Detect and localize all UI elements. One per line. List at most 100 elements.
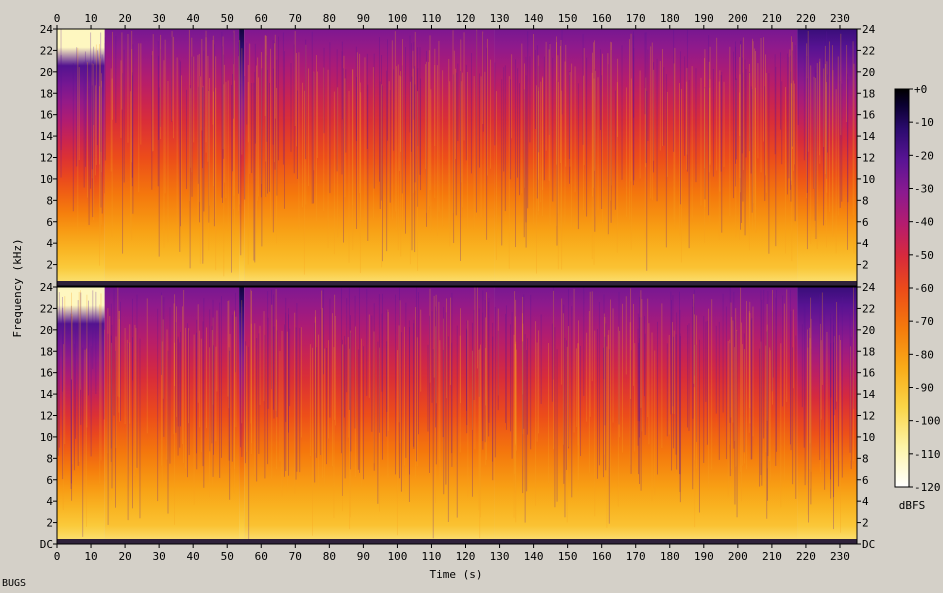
transient-streak: [832, 70, 834, 232]
transient-streak: [633, 35, 635, 118]
transient-streak: [607, 64, 609, 235]
transient-streak: [78, 67, 80, 161]
transient-streak: [809, 327, 811, 470]
transient-streak: [521, 313, 523, 466]
transient-streak: [582, 34, 584, 145]
transient-streak: [673, 29, 675, 152]
transient-streak: [95, 291, 97, 394]
transient-streak: [757, 63, 759, 159]
transient-streak: [412, 68, 414, 194]
transient-streak: [675, 334, 677, 455]
transient-streak: [254, 43, 256, 144]
transient-streak: [824, 307, 826, 490]
transient-streak: [276, 330, 278, 418]
transient-streak: [466, 72, 468, 228]
transient-streak: [552, 57, 554, 202]
transient-streak: [386, 70, 388, 252]
transient-streak: [739, 57, 741, 136]
transient-streak: [57, 324, 59, 456]
transient-streak: [718, 321, 720, 460]
transient-streak: [157, 41, 159, 187]
transient-streak: [792, 309, 794, 389]
transient-streak: [755, 87, 757, 233]
transient-streak: [436, 65, 438, 236]
transient-streak: [806, 78, 808, 250]
transient-streak: [736, 329, 738, 467]
transient-streak: [131, 30, 133, 163]
transient-streak: [608, 349, 610, 524]
transient-streak: [785, 87, 787, 254]
transient-streak: [807, 30, 809, 152]
y-tick-label-right: 24: [862, 23, 876, 36]
transient-streak: [261, 52, 262, 184]
y-tick-label: 4: [46, 237, 53, 250]
transient-streak: [435, 294, 437, 404]
transient-streak: [479, 348, 481, 539]
transient-streak: [490, 59, 492, 169]
transient-streak: [211, 329, 213, 485]
transient-streak: [598, 302, 600, 466]
transient-streak: [193, 334, 195, 505]
transient-streak: [721, 71, 723, 233]
y-tick-label-right: 12: [862, 152, 875, 165]
transient-streak: [704, 49, 706, 208]
transient-streak: [492, 336, 494, 481]
transient-streak: [94, 85, 96, 176]
transient-streak: [591, 72, 593, 260]
transient-streak: [847, 73, 848, 250]
transient-streak: [240, 84, 242, 256]
x-tick-label: 0: [54, 550, 61, 563]
transient-streak: [617, 58, 619, 137]
transient-streak: [405, 302, 407, 458]
transient-streak: [368, 314, 370, 398]
transient-streak: [177, 338, 179, 456]
transient-streak: [419, 47, 421, 175]
transient-streak: [199, 76, 200, 223]
x-axis-label: Time (s): [430, 568, 483, 581]
transient-streak: [284, 51, 285, 209]
transient-streak: [838, 308, 839, 487]
transient-streak: [211, 326, 213, 444]
transient-streak: [749, 72, 751, 229]
transient-streak: [641, 299, 643, 432]
transient-streak: [651, 332, 653, 502]
transient-streak: [229, 333, 231, 469]
transient-streak: [460, 39, 462, 215]
transient-streak: [241, 300, 243, 424]
transient-streak: [732, 320, 734, 423]
transient-streak: [223, 84, 225, 277]
transient-streak: [173, 36, 174, 139]
transient-streak: [735, 308, 737, 467]
transient-streak: [610, 299, 612, 493]
transient-streak: [474, 287, 476, 450]
transient-streak: [511, 54, 513, 139]
transient-streak: [731, 316, 733, 470]
transient-streak: [688, 79, 690, 249]
transient-streak: [457, 63, 459, 142]
transient-streak: [715, 325, 717, 414]
transient-streak: [573, 288, 575, 433]
transient-streak: [100, 58, 102, 236]
x-tick-label: 160: [592, 550, 612, 563]
y-tick-label-right: 16: [862, 367, 875, 380]
transient-streak: [140, 43, 142, 145]
transient-streak: [113, 288, 115, 416]
transient-streak: [356, 76, 357, 229]
x-tick-label-top: 60: [255, 12, 268, 25]
colorbar-tick-label: -120: [914, 481, 941, 494]
transient-streak: [414, 84, 416, 183]
transient-streak: [536, 45, 538, 199]
transient-streak: [274, 43, 275, 163]
transient-streak: [645, 77, 647, 168]
transient-streak: [622, 303, 623, 453]
transient-streak: [694, 344, 696, 528]
transient-streak: [173, 303, 175, 435]
transient-streak: [129, 91, 131, 234]
transient-streak: [733, 51, 734, 199]
transient-streak: [417, 68, 419, 147]
transient-streak: [672, 322, 673, 414]
transient-streak: [847, 78, 849, 203]
transient-streak: [618, 291, 620, 425]
transient-streak: [417, 91, 419, 271]
transient-streak: [254, 71, 256, 263]
